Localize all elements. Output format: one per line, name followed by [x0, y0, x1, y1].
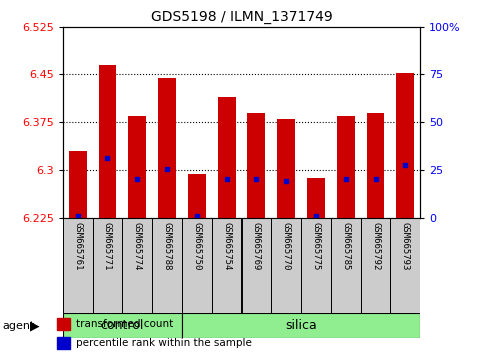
Text: ▶: ▶: [30, 319, 40, 332]
Bar: [277, 119, 295, 218]
Text: GSM665788: GSM665788: [163, 223, 171, 271]
Bar: [158, 78, 176, 218]
Text: control: control: [100, 319, 144, 332]
Bar: [247, 113, 265, 218]
Text: agent: agent: [2, 321, 35, 331]
Bar: [57, 337, 70, 349]
Bar: [367, 113, 384, 218]
Title: GDS5198 / ILMN_1371749: GDS5198 / ILMN_1371749: [151, 10, 332, 24]
Bar: [182, 313, 420, 338]
Bar: [212, 218, 242, 313]
Text: percentile rank within the sample: percentile rank within the sample: [76, 338, 252, 348]
Text: GSM665775: GSM665775: [312, 223, 320, 271]
Text: GSM665750: GSM665750: [192, 223, 201, 271]
Bar: [128, 116, 146, 218]
Bar: [122, 218, 152, 313]
Bar: [307, 178, 325, 218]
Text: GSM665771: GSM665771: [103, 223, 112, 271]
Bar: [63, 218, 93, 313]
Text: transformed count: transformed count: [76, 319, 173, 329]
Bar: [242, 218, 271, 313]
Bar: [93, 218, 122, 313]
Text: GSM665785: GSM665785: [341, 223, 350, 271]
Text: silica: silica: [285, 319, 317, 332]
Text: GSM665769: GSM665769: [252, 223, 261, 271]
Bar: [301, 218, 331, 313]
Bar: [99, 65, 116, 218]
Text: GSM665754: GSM665754: [222, 223, 231, 271]
Bar: [337, 116, 355, 218]
Text: GSM665792: GSM665792: [371, 223, 380, 271]
Bar: [218, 97, 236, 218]
Bar: [397, 73, 414, 218]
Bar: [390, 218, 420, 313]
Text: GSM665774: GSM665774: [133, 223, 142, 271]
Bar: [69, 151, 86, 218]
Bar: [182, 218, 212, 313]
Bar: [188, 175, 206, 218]
Bar: [152, 218, 182, 313]
Bar: [331, 218, 361, 313]
Text: GSM665793: GSM665793: [401, 223, 410, 271]
Bar: [63, 313, 182, 338]
Bar: [57, 318, 70, 330]
Bar: [271, 218, 301, 313]
Bar: [361, 218, 390, 313]
Text: GSM665770: GSM665770: [282, 223, 291, 271]
Text: GSM665761: GSM665761: [73, 223, 82, 271]
